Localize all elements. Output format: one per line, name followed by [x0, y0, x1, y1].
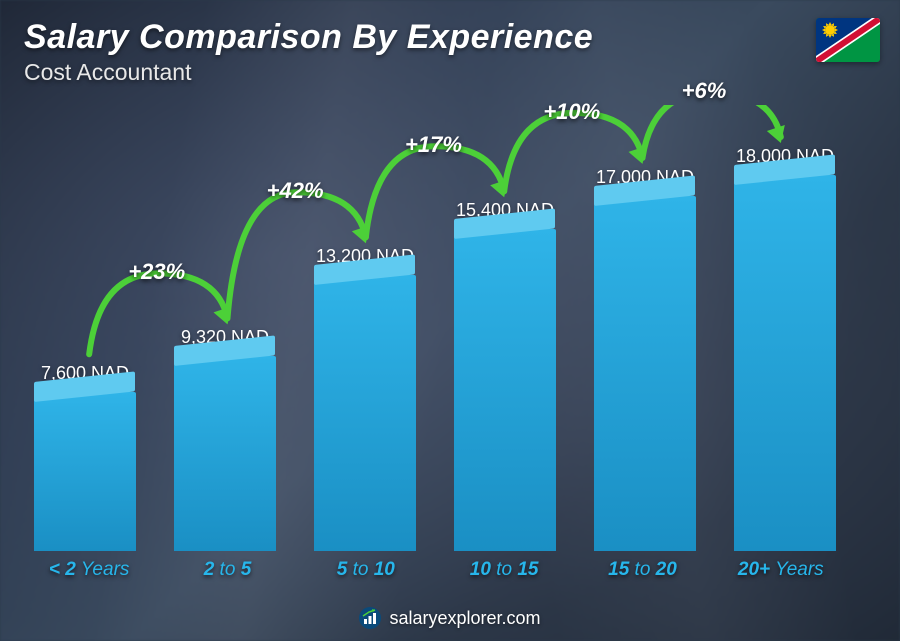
bars-area: 7,600 NAD9,320 NAD13,200 NAD15,400 NAD17… [20, 105, 850, 551]
percent-increase-label: +42% [267, 178, 324, 204]
namibia-flag-icon [816, 18, 880, 62]
chart-container: Salary Comparison By Experience Cost Acc… [0, 0, 900, 641]
bar-group: 18,000 NAD [720, 105, 850, 551]
bar [734, 175, 835, 551]
bar [454, 229, 555, 551]
x-label: < 2 Years [20, 559, 158, 581]
x-label: 5 to 10 [297, 559, 435, 581]
percent-increase-label: +10% [543, 99, 600, 125]
footer: salaryexplorer.com [0, 607, 900, 629]
bar-group: 9,320 NAD [160, 105, 290, 551]
bar [314, 275, 415, 551]
percent-increase-label: +23% [128, 259, 185, 285]
x-label: 2 to 5 [158, 559, 296, 581]
footer-text: salaryexplorer.com [389, 608, 540, 629]
bar [174, 356, 275, 551]
page-title: Salary Comparison By Experience [0, 18, 900, 57]
percent-increase-label: +6% [682, 78, 727, 104]
x-axis: < 2 Years2 to 55 to 1010 to 1515 to 2020… [20, 559, 850, 581]
bar-group: 7,600 NAD [20, 105, 150, 551]
salaryexplorer-logo-icon [359, 607, 381, 629]
bar-group: 17,000 NAD [580, 105, 710, 551]
salary-bar-chart: 7,600 NAD9,320 NAD13,200 NAD15,400 NAD17… [20, 105, 850, 581]
bar [594, 196, 695, 551]
bar-group: 15,400 NAD [440, 105, 570, 551]
page-subtitle: Cost Accountant [0, 59, 900, 86]
percent-increase-label: +17% [405, 132, 462, 158]
x-label: 10 to 15 [435, 559, 573, 581]
bar [34, 392, 135, 551]
bar-group: 13,200 NAD [300, 105, 430, 551]
x-label: 20+ Years [712, 559, 850, 581]
x-label: 15 to 20 [573, 559, 711, 581]
